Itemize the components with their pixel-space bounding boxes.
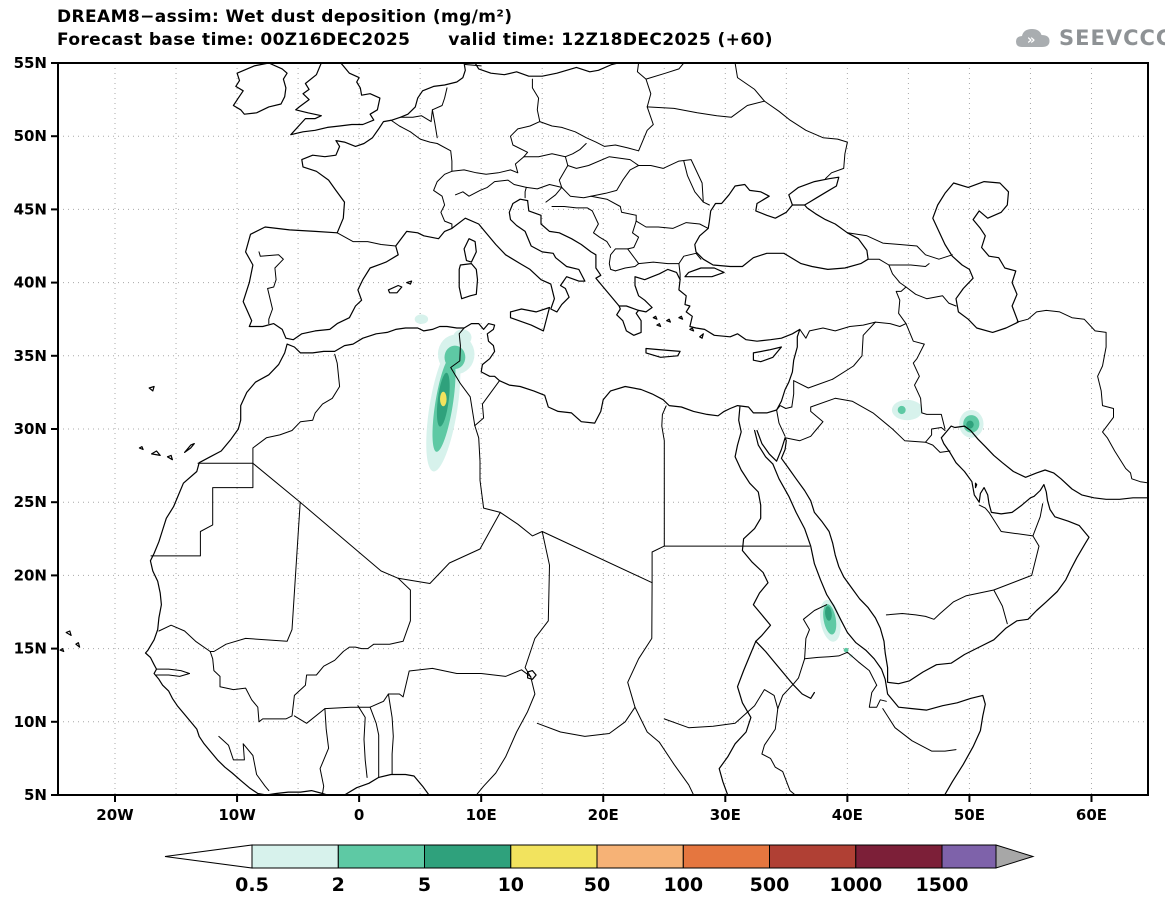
colorbar-segment bbox=[855, 844, 943, 869]
colorbar-segment bbox=[251, 844, 339, 869]
lat-tick-label: 45N bbox=[14, 200, 47, 218]
colorbar-label: 2 bbox=[332, 874, 345, 896]
map-inner bbox=[58, 63, 1148, 795]
deposition-region bbox=[444, 345, 466, 369]
chart-title: DREAM8−assim: Wet dust deposition (mg/m²… bbox=[57, 7, 513, 27]
lat-tick-label: 55N bbox=[14, 54, 47, 72]
lat-tick-label: 10N bbox=[14, 713, 47, 731]
colorbar-label: 0.5 bbox=[235, 874, 269, 896]
colorbar-segment bbox=[424, 844, 512, 869]
deposition-region bbox=[843, 647, 849, 653]
deposition-region bbox=[966, 420, 974, 429]
colorbar-segment bbox=[337, 844, 426, 869]
colorbar-label: 1500 bbox=[916, 874, 969, 896]
deposition-regions bbox=[414, 314, 984, 658]
lat-tick-label: 50N bbox=[14, 127, 47, 145]
colorbar-under-arrow bbox=[164, 844, 253, 869]
colorbar-label: 500 bbox=[750, 874, 790, 896]
colorbar-segment bbox=[596, 844, 684, 869]
colorbar-label: 50 bbox=[584, 874, 610, 896]
colorbar-label: 1000 bbox=[829, 874, 882, 896]
colorbar-label: 5 bbox=[418, 874, 431, 896]
colorbar-segment bbox=[510, 844, 598, 869]
graticule bbox=[58, 63, 1148, 795]
lat-tick-label: 35N bbox=[14, 347, 47, 365]
deposition-region bbox=[825, 606, 832, 621]
lon-tick-label: 20W bbox=[96, 806, 134, 824]
lon-tick-label: 10E bbox=[466, 806, 497, 824]
colorbar-label: 10 bbox=[498, 874, 524, 896]
deposition-region bbox=[440, 391, 447, 407]
lon-tick-label: 10W bbox=[218, 806, 256, 824]
colorbar-label: 100 bbox=[663, 874, 703, 896]
lat-tick-label: 40N bbox=[14, 274, 47, 292]
deposition-region bbox=[897, 405, 906, 415]
lat-tick-label: 30N bbox=[14, 420, 47, 438]
country-borders bbox=[150, 63, 1148, 795]
seevccc-cloud-icon: » bbox=[1016, 29, 1050, 48]
lat-tick-label: 15N bbox=[14, 640, 47, 658]
axes: 55N 50N 45N 40N 35N 30N 25N 20N 15N 10N 5N 20W 10W 0 1… bbox=[14, 54, 1107, 824]
lon-tick-label: 30E bbox=[710, 806, 741, 824]
deposition-region bbox=[414, 314, 429, 325]
deposition-region bbox=[453, 329, 472, 346]
lon-tick-label: 50E bbox=[954, 806, 985, 824]
lon-tick-label: 0 bbox=[354, 806, 364, 824]
lat-tick-label: 25N bbox=[14, 493, 47, 511]
deposition-region bbox=[891, 399, 923, 421]
chart-subtitle: Forecast base time: 00Z16DEC2025 valid t… bbox=[57, 30, 773, 50]
lon-tick-label: 60E bbox=[1076, 806, 1107, 824]
colorbar: 0.5 2 5 10 50 100 500 1000 1500 bbox=[164, 844, 1035, 896]
lat-tick-label: 20N bbox=[14, 566, 47, 584]
colorbar-segment bbox=[941, 844, 997, 869]
lon-tick-label: 40E bbox=[832, 806, 863, 824]
colorbar-over-arrow bbox=[995, 844, 1035, 869]
seevccc-logo-text: SEEVCCC bbox=[1059, 26, 1165, 50]
colorbar-segment bbox=[682, 844, 771, 869]
lon-tick-label: 20E bbox=[588, 806, 619, 824]
lat-tick-label: 5N bbox=[24, 786, 47, 804]
svg-text:»: » bbox=[1027, 33, 1035, 48]
colorbar-segment bbox=[769, 844, 857, 869]
